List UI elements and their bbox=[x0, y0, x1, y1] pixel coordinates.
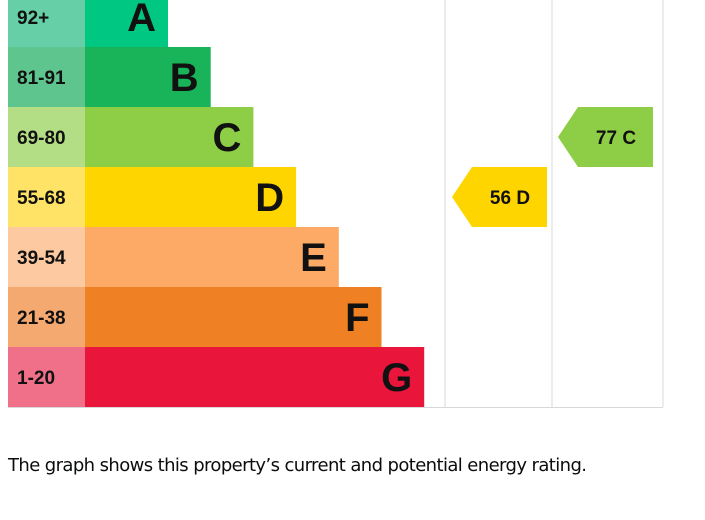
band-range-cell bbox=[8, 287, 85, 347]
band-bar-A bbox=[85, 0, 168, 47]
epc-chart: 92+ A 81-91 B 69-80 C 55-68 D 39-54 E 21-38 F 1-20 G 5… bbox=[8, 0, 664, 408]
band-range-label: 39-54 bbox=[17, 248, 66, 269]
band-range-cell bbox=[8, 47, 85, 107]
band-bar-C bbox=[85, 107, 254, 167]
band-letter: A bbox=[127, 0, 156, 40]
band-range-cell bbox=[8, 347, 85, 407]
band-range-label: 55-68 bbox=[17, 188, 66, 209]
band-bar-G bbox=[85, 347, 425, 407]
band-range-cell bbox=[8, 0, 85, 47]
band-bar-B bbox=[85, 47, 211, 107]
band-range-label: 69-80 bbox=[17, 128, 66, 149]
band-letter: E bbox=[300, 236, 327, 280]
chart-caption: The graph shows this property’s current … bbox=[8, 455, 587, 476]
band-range-label: 1-20 bbox=[17, 368, 55, 389]
band-bar-F bbox=[85, 287, 382, 347]
band-range-cell bbox=[8, 107, 85, 167]
potential-rating-label: 77 C bbox=[596, 128, 636, 149]
potential-rating-arrow bbox=[558, 107, 653, 167]
band-letter: G bbox=[381, 356, 412, 400]
current-rating-label: 56 D bbox=[490, 188, 530, 209]
current-rating-arrow bbox=[452, 167, 547, 227]
band-letter: F bbox=[345, 296, 369, 340]
band-bar-D bbox=[85, 167, 297, 227]
band-range-cell bbox=[8, 167, 85, 227]
band-letter: D bbox=[255, 176, 284, 220]
band-letter: B bbox=[170, 56, 199, 100]
band-letter: C bbox=[213, 116, 242, 160]
band-bar-E bbox=[85, 227, 339, 287]
band-range-label: 81-91 bbox=[17, 68, 66, 89]
band-range-label: 21-38 bbox=[17, 308, 66, 329]
band-range-label: 92+ bbox=[17, 8, 49, 29]
band-range-cell bbox=[8, 227, 85, 287]
